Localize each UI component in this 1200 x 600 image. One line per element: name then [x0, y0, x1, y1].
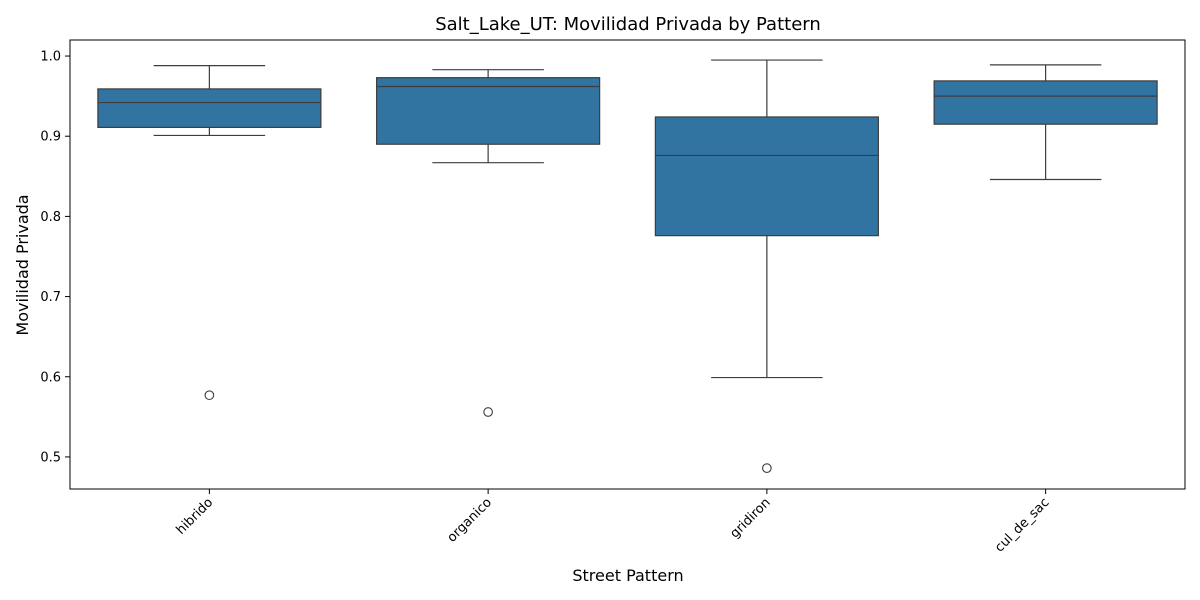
plot-frame	[69, 39, 1186, 490]
chart-title: Salt_Lake_UT: Movilidad Privada by Patte…	[435, 14, 821, 35]
box-cul_de_sac	[933, 80, 1158, 125]
y-axis-label: Movilidad Privada	[13, 194, 32, 335]
y-tick-label: 0.8	[40, 210, 61, 225]
box-organico	[376, 77, 601, 145]
x-axis-label: Street Pattern	[572, 566, 683, 585]
box-hibrido	[97, 88, 322, 128]
y-tick-label: 0.5	[40, 450, 61, 465]
box-gridiron	[654, 116, 879, 237]
y-tick-label: 0.9	[40, 130, 61, 145]
y-tick-label: 0.6	[40, 370, 61, 385]
y-tick-label: 0.7	[40, 290, 61, 305]
outlier-point	[483, 407, 493, 417]
outlier-point	[762, 463, 772, 474]
y-tick-label: 1.0	[40, 50, 61, 65]
outlier-point	[204, 390, 215, 401]
